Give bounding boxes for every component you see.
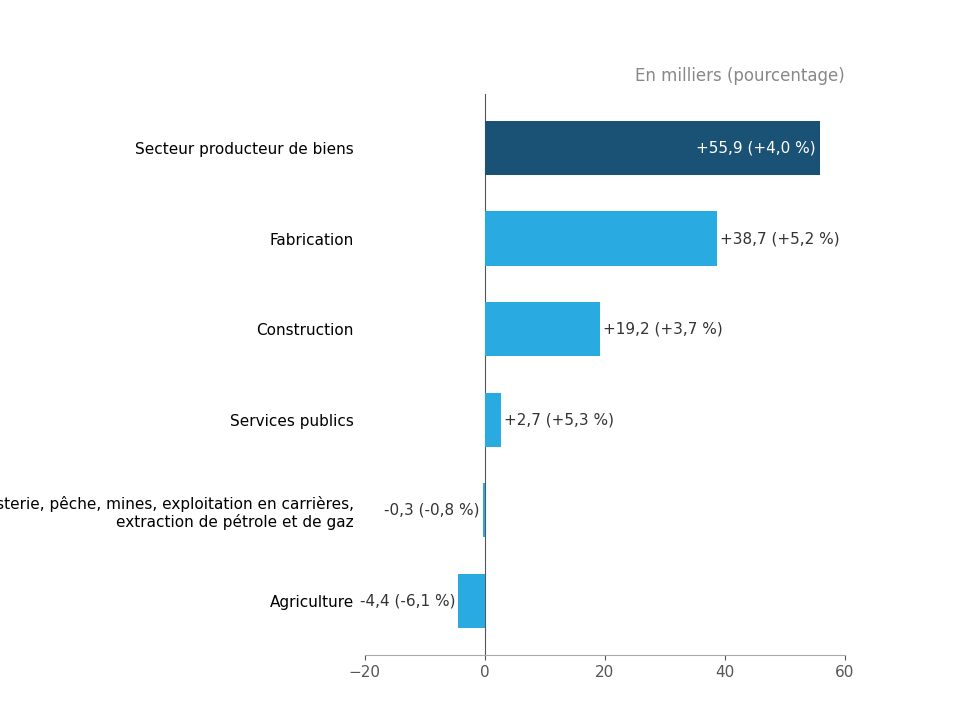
Bar (459, 574, 485, 628)
Text: +55,9 (+4,0 %): +55,9 (+4,0 %) (696, 140, 815, 156)
Text: -4,4 (-6,1 %): -4,4 (-6,1 %) (360, 593, 455, 608)
Text: +38,7 (+5,2 %): +38,7 (+5,2 %) (720, 231, 840, 246)
Bar (485, 302, 600, 356)
Bar (485, 392, 501, 447)
Bar (485, 121, 820, 175)
Text: +2,7 (+5,3 %): +2,7 (+5,3 %) (504, 412, 614, 427)
Text: -0,3 (-0,8 %): -0,3 (-0,8 %) (385, 503, 480, 518)
Bar (483, 483, 485, 537)
Text: En milliers (pourcentage): En milliers (pourcentage) (636, 66, 845, 84)
Bar (485, 212, 717, 266)
Text: +19,2 (+3,7 %): +19,2 (+3,7 %) (603, 322, 723, 337)
